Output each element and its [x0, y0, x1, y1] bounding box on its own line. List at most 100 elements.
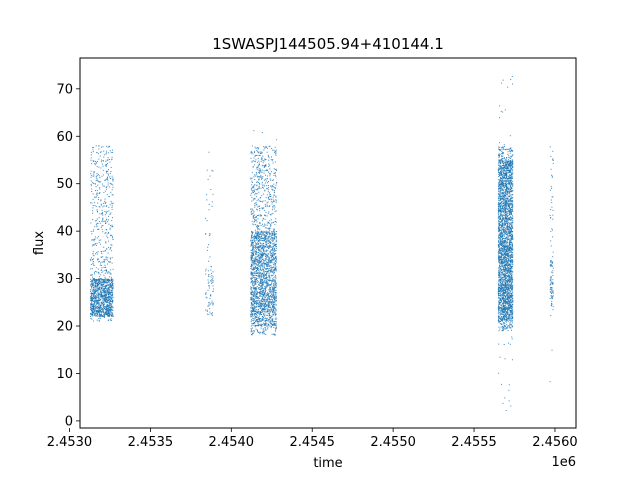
- data-point: [498, 167, 500, 169]
- data-point: [501, 166, 503, 168]
- data-point: [110, 261, 112, 263]
- data-point: [256, 269, 258, 271]
- data-point: [97, 271, 99, 273]
- data-point: [100, 291, 102, 293]
- data-point: [262, 313, 264, 315]
- data-point: [263, 223, 265, 225]
- data-point: [274, 257, 276, 259]
- data-point: [211, 279, 213, 281]
- data-point: [251, 171, 253, 173]
- data-point: [510, 226, 512, 228]
- data-point: [275, 329, 277, 331]
- data-point: [90, 299, 92, 301]
- data-point: [91, 283, 93, 285]
- data-point: [504, 319, 506, 320]
- data-point: [96, 178, 98, 180]
- data-point: [508, 281, 510, 283]
- data-point: [275, 154, 277, 156]
- data-point: [266, 318, 268, 320]
- data-point: [251, 263, 253, 265]
- data-point: [503, 167, 505, 169]
- data-point: [510, 288, 512, 290]
- data-point: [258, 227, 260, 229]
- data-point: [106, 186, 108, 188]
- data-point: [256, 296, 258, 298]
- data-point: [504, 208, 506, 210]
- data-point: [268, 276, 270, 278]
- data-point: [263, 294, 265, 296]
- data-point: [108, 283, 110, 285]
- data-point: [110, 309, 112, 311]
- data-point: [92, 311, 94, 313]
- data-point: [90, 292, 92, 294]
- data-point: [94, 308, 96, 310]
- data-point: [255, 310, 257, 312]
- data-point: [275, 269, 277, 271]
- data-point: [211, 313, 213, 315]
- data-point: [212, 302, 214, 304]
- data-point: [99, 295, 101, 297]
- data-point: [110, 276, 112, 278]
- data-point: [255, 325, 257, 326]
- data-point: [273, 284, 275, 286]
- data-point: [252, 186, 254, 188]
- data-point: [259, 281, 261, 283]
- data-point: [268, 260, 270, 262]
- data-point: [506, 296, 508, 298]
- data-point: [508, 214, 510, 216]
- data-point: [263, 253, 265, 255]
- data-point: [102, 146, 104, 148]
- data-point: [109, 285, 111, 287]
- data-point: [269, 271, 271, 273]
- data-point: [275, 237, 277, 239]
- data-point: [104, 306, 106, 308]
- data-point: [209, 295, 211, 297]
- data-point: [255, 298, 257, 300]
- data-point: [261, 319, 263, 321]
- data-point: [97, 291, 99, 293]
- data-point: [265, 256, 267, 258]
- data-point: [255, 297, 257, 299]
- data-point: [264, 286, 266, 288]
- data-point: [506, 185, 508, 187]
- data-point: [97, 289, 99, 291]
- data-point: [206, 249, 208, 251]
- data-point: [260, 253, 262, 255]
- data-point: [272, 310, 274, 312]
- data-point: [95, 186, 97, 188]
- data-point: [250, 273, 252, 275]
- data-point: [260, 251, 262, 253]
- data-point: [108, 308, 110, 310]
- data-point: [272, 189, 274, 191]
- data-point: [259, 320, 261, 322]
- data-point: [258, 282, 260, 284]
- data-point: [510, 270, 512, 272]
- data-point: [261, 279, 263, 281]
- data-point: [251, 317, 253, 319]
- data-point: [253, 267, 255, 269]
- data-point: [95, 285, 97, 287]
- data-point: [262, 176, 264, 178]
- data-point: [98, 306, 100, 308]
- data-point: [108, 271, 110, 273]
- data-point: [255, 250, 257, 252]
- data-point: [252, 311, 254, 313]
- data-point: [208, 302, 210, 304]
- data-point: [106, 233, 108, 235]
- data-point: [267, 196, 269, 198]
- data-point: [96, 286, 98, 288]
- data-point: [252, 312, 254, 314]
- data-point: [512, 154, 514, 156]
- data-point: [261, 207, 263, 209]
- data-point: [262, 254, 264, 256]
- data-point: [259, 297, 261, 299]
- data-point: [258, 285, 260, 287]
- data-point: [262, 272, 264, 274]
- data-point: [264, 237, 266, 239]
- data-point: [508, 278, 510, 280]
- data-point: [98, 303, 100, 305]
- data-point: [112, 285, 114, 287]
- data-point: [92, 314, 94, 316]
- data-point: [265, 197, 267, 199]
- data-point: [104, 286, 106, 288]
